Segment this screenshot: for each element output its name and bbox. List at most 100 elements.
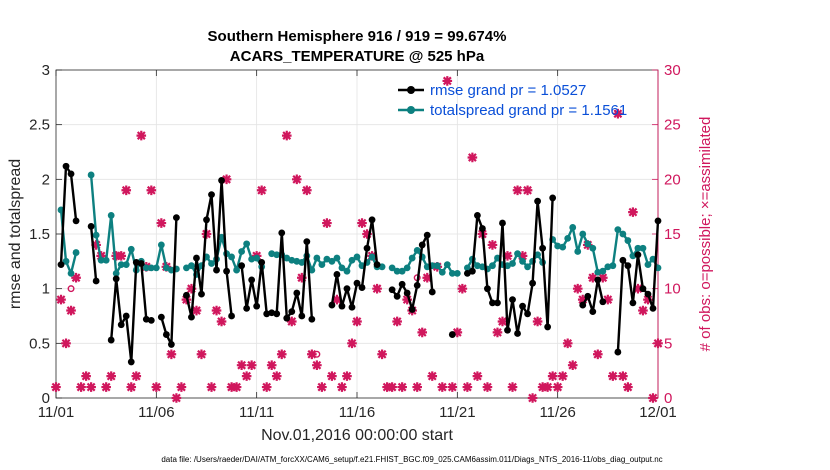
totalspread-point [519,257,526,265]
totalspread-point [308,266,316,274]
obs-assimilated-marker [598,272,608,283]
y-tick-label-right: 25 [664,117,681,134]
y-tick-label-right: 10 [664,281,681,298]
obs-assimilated-marker [552,382,563,392]
rmse-point [353,279,361,287]
obs-assimilated-marker [437,382,448,392]
rmse-point [127,358,135,366]
totalspread-point [393,267,401,275]
obs-assimilated-marker [623,382,633,392]
y-tick-label-left: 0.5 [29,335,50,352]
x-tick-label: 11/11 [239,404,274,421]
totalspread-point [644,261,652,269]
y-tick-label-left: 1.5 [29,226,50,243]
totalspread-point [318,261,326,269]
rmse-layer [57,162,662,366]
rmse-point [162,331,170,338]
x-tick-label: 11/21 [439,404,475,421]
rmse-point [549,194,557,202]
legend-rmse-marker [407,86,415,94]
rmse-point [273,310,281,318]
obs-assimilated-marker [256,185,267,196]
obs-assimilated-marker [357,218,367,228]
totalspread-point [238,248,246,255]
rmse-point [474,212,481,219]
obs-assimilated-marker [166,349,177,360]
obs-possible-marker [313,350,321,358]
rmse-point [338,302,346,310]
totalspread-point [97,256,105,264]
obs-assimilated-marker [472,371,483,381]
obs-assimilated-marker [557,371,568,381]
totalspread-point [62,257,70,265]
rmse-point [368,216,376,224]
obs-assimilated-marker [196,349,207,360]
totalspread-point [218,233,225,241]
y-tick-label-right: 30 [664,62,681,79]
rmse-point [398,280,406,288]
totalspread-point [398,267,406,275]
obs-assimilated-marker [392,316,402,327]
obs-assimilated-marker [61,338,71,349]
obs-assimilated-marker [66,305,76,316]
rmse-point [423,231,431,239]
totalspread-point [634,244,642,252]
obs-assimilated-marker [292,174,302,185]
obs-assimilated-marker [317,382,327,392]
obs-assimilated-marker [271,371,282,381]
rmse-point [157,313,165,321]
rmse-point [137,260,145,267]
rmse-point [484,285,491,293]
rmse-line [160,217,178,346]
x-tick-label: 11/01 [38,404,74,421]
totalspread-point [408,254,416,262]
y-tick-label-left: 2.5 [29,117,50,134]
obs-assimilated-marker [236,360,247,370]
rmse-point [614,348,622,356]
obs-assimilated-marker [266,360,277,370]
obs-assimilated-marker [512,185,523,196]
rmse-point [579,301,587,309]
totalspread-point [72,249,80,256]
obs-assimilated-marker [648,393,658,403]
rmse-point [208,191,215,199]
obs-assimilated-marker [608,371,618,381]
obs-assimilated-marker [116,251,127,261]
obs-assimilated-marker [522,185,533,196]
obs-assimilated-marker [337,382,347,392]
obs-assimilated-marker [246,360,257,370]
obs-assimilated-marker [101,382,111,392]
obs-assimilated-marker [111,251,121,261]
obs-assimilated-marker [542,382,553,392]
rmse-point [198,290,205,298]
obs-assimilated-marker [452,327,463,338]
totalspread-point [92,231,100,239]
totalspread-point [589,244,597,252]
obs-assimilated-marker [347,338,357,349]
rmse-point [403,289,411,297]
rmse-point [328,301,336,309]
rmse-point [544,323,552,331]
rmse-point [649,304,657,312]
totalspread-point [117,261,125,269]
rmse-point [589,308,597,316]
totalspread-point [524,263,531,271]
obs-assimilated-marker [587,272,598,283]
obs-assimilated-marker [382,382,392,392]
obs-assimilated-marker [231,382,242,392]
obs-assimilated-marker [276,349,287,360]
obs-assimilated-marker [492,327,503,338]
x-axis-label: Nov.01,2016 00:00:00 start [261,427,453,444]
obs-assimilated-marker [146,185,157,196]
obs-assimilated-marker [653,338,663,349]
obs-assimilated-marker [457,283,468,294]
rmse-point [519,302,526,310]
totalspread-point [448,269,456,277]
obs-assimilated-marker [241,371,252,381]
y-tick-label-right: 20 [664,171,681,188]
y-tick-label-left: 2 [42,171,50,188]
totalspread-point [433,262,441,270]
totalspread-point [559,243,567,251]
totalspread-point [87,171,95,179]
totalspread-point [569,224,577,231]
